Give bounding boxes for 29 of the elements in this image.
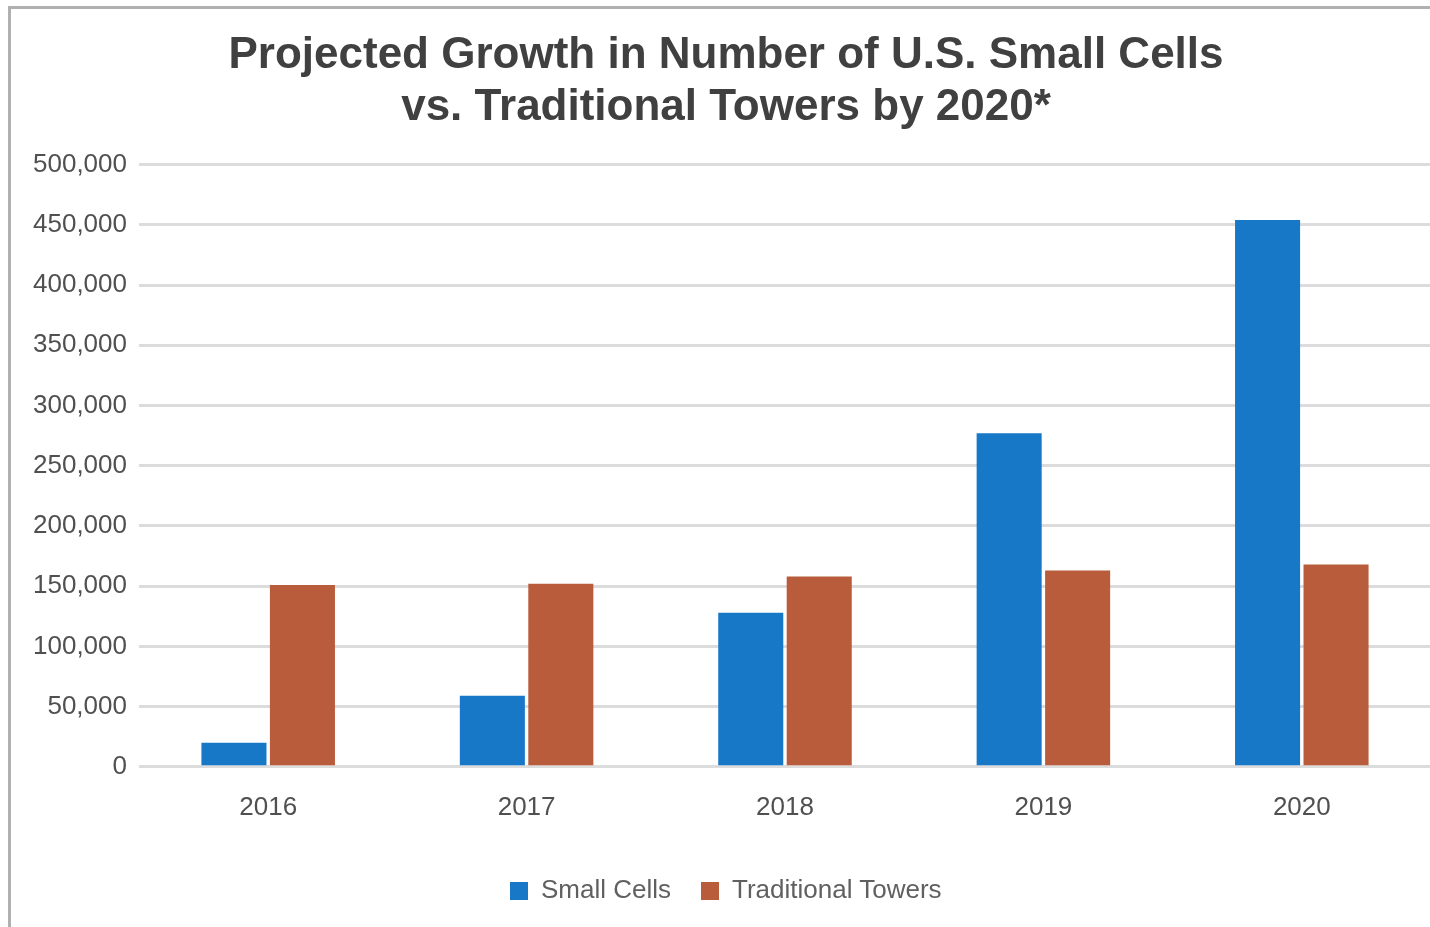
x-tick-label: 2018	[756, 790, 814, 821]
y-tick-label: 0	[112, 749, 127, 780]
y-tick-label: 100,000	[33, 629, 127, 660]
y-tick-label: 500,000	[33, 147, 127, 178]
bar	[1303, 564, 1369, 766]
x-tick-label: 2019	[1014, 790, 1073, 821]
y-tick-label: 450,000	[33, 207, 127, 238]
y-tick-label: 400,000	[33, 268, 127, 299]
bar	[201, 742, 267, 766]
y-tick-label: 200,000	[33, 509, 127, 540]
bar	[786, 576, 852, 766]
y-tick-label: 150,000	[33, 569, 127, 600]
bar	[269, 584, 335, 766]
y-tick-label: 300,000	[33, 388, 127, 419]
legend-label: Small Cells	[540, 874, 672, 905]
bar	[528, 583, 594, 766]
bar	[459, 695, 525, 766]
bar	[718, 612, 784, 766]
x-tick-label: 2017	[497, 790, 556, 821]
x-tick-label: 2016	[239, 790, 298, 821]
legend-label: Traditional Towers	[732, 874, 942, 905]
chart-title: Projected Growth in Number of U.S. Small Cells vs. Traditional Towers by 2020*	[228, 27, 1224, 130]
y-tick-label: 50,000	[47, 689, 127, 720]
y-tick-label: 350,000	[33, 328, 127, 359]
bar	[976, 433, 1042, 766]
bar	[1235, 220, 1301, 766]
x-tick-label: 2020	[1272, 790, 1331, 821]
bar	[1045, 570, 1111, 766]
y-tick-label: 250,000	[33, 448, 127, 479]
